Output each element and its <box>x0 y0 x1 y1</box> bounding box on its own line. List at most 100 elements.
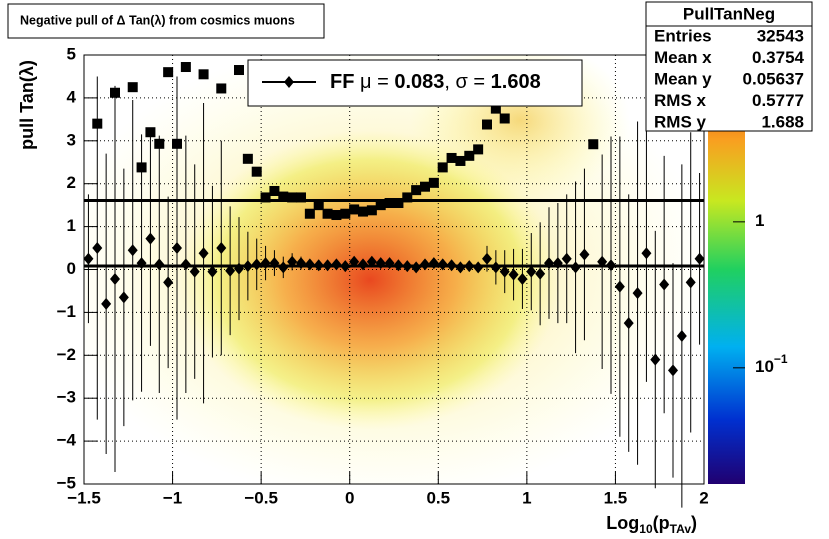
square-marker <box>402 192 413 203</box>
diamond-marker <box>526 265 537 278</box>
diamond-marker <box>101 297 112 310</box>
x-tick-label: 1.5 <box>604 488 628 507</box>
square-marker <box>366 205 377 216</box>
diamond-marker <box>242 260 253 273</box>
square-marker <box>499 113 510 124</box>
x-axis-title: Log10(pTAv) <box>606 513 697 536</box>
x-title-sub: 10 <box>639 522 653 536</box>
diamond-marker <box>499 265 510 278</box>
square-marker <box>269 185 280 196</box>
y-tick-label: −5 <box>57 473 76 492</box>
diamond-marker <box>535 267 546 280</box>
square-marker <box>198 69 209 80</box>
x-title-part: Log <box>606 513 639 533</box>
diamond-marker <box>322 259 333 272</box>
square-marker <box>375 200 386 211</box>
square-marker <box>340 208 351 219</box>
x-tick-label: 2 <box>699 488 708 507</box>
x-title-part: ) <box>691 513 697 533</box>
square-marker <box>251 166 262 177</box>
diamond-marker <box>198 247 209 260</box>
square-marker <box>180 62 191 73</box>
square-marker <box>490 103 501 114</box>
diamond-marker <box>694 252 705 265</box>
diamond-marker <box>366 255 377 268</box>
y-tick-label: 4 <box>67 87 77 106</box>
diamond-marker <box>225 264 236 277</box>
square-marker <box>464 150 475 161</box>
diamond-marker <box>180 258 191 271</box>
diamond-marker <box>287 255 298 268</box>
diamond-marker <box>304 258 315 271</box>
square-marker <box>313 200 324 211</box>
legend-label: FF <box>330 71 354 93</box>
square-marker <box>296 192 306 203</box>
y-tick-label: 2 <box>67 173 76 192</box>
legend-mu: 0.083 <box>394 71 444 93</box>
diamond-marker <box>163 276 174 289</box>
legend-sigma: 1.608 <box>491 71 541 93</box>
diamond-marker <box>216 242 227 255</box>
square-marker <box>304 208 315 219</box>
y-tick-label: −4 <box>57 431 77 450</box>
stats-key: RMS x <box>654 91 707 110</box>
diamond-marker <box>570 261 581 274</box>
diamond-marker <box>561 252 572 265</box>
diamond-marker <box>411 261 422 274</box>
square-marker <box>393 198 404 209</box>
diamond-marker <box>437 258 448 271</box>
stats-value: 1.688 <box>761 112 804 131</box>
square-marker <box>234 65 244 76</box>
legend-sigma-label: , σ = <box>444 71 485 93</box>
diamond-marker <box>92 242 103 255</box>
legend-marker <box>284 76 294 88</box>
diamond-marker <box>207 265 218 278</box>
z-tick-base: 10 <box>755 357 774 376</box>
x-title-sub: TAv <box>670 522 692 536</box>
diamond-marker <box>251 258 262 271</box>
square-marker <box>358 206 368 217</box>
y-tick-label: 1 <box>67 216 76 235</box>
diamond-marker <box>420 258 430 271</box>
diamond-marker <box>446 259 457 272</box>
diamond-marker <box>358 258 368 271</box>
diamond-marker <box>154 258 165 271</box>
square-marker <box>242 153 253 164</box>
diamond-marker <box>464 260 475 273</box>
diamond-marker <box>172 242 182 255</box>
diamond-marker <box>676 329 687 342</box>
diamond-marker <box>296 257 306 270</box>
diamond-marker <box>234 262 244 275</box>
diamond-marker <box>83 252 94 265</box>
diamond-marker <box>623 317 634 330</box>
diamond-marker <box>384 257 395 270</box>
diamond-marker <box>659 278 670 291</box>
stats-title: PullTanNeg <box>683 4 775 23</box>
diamond-marker <box>110 272 120 285</box>
diamond-marker <box>482 252 492 265</box>
square-marker <box>588 139 599 150</box>
y-tick-label: −3 <box>57 388 76 407</box>
plot-layer <box>83 54 705 508</box>
square-marker <box>384 198 395 209</box>
diamond-marker <box>118 291 129 304</box>
square-marker <box>473 144 484 155</box>
square-marker <box>428 177 439 188</box>
x-tick-label: −1 <box>163 488 182 507</box>
square-marker <box>455 155 466 166</box>
diamond-marker <box>313 259 324 272</box>
diamond-marker <box>641 247 652 260</box>
diamond-marker <box>473 261 484 274</box>
z-tick-label: 10−1 <box>755 352 788 376</box>
stats-key: Mean x <box>654 48 712 67</box>
square-marker <box>482 119 492 130</box>
title-box <box>7 3 325 39</box>
diamond-marker <box>260 257 271 270</box>
diamond-marker <box>606 259 616 272</box>
diamond-marker <box>393 259 404 272</box>
x-tick-label: 1 <box>522 488 531 507</box>
square-marker <box>411 185 422 196</box>
diamond-marker <box>508 268 519 281</box>
stats-key: Mean y <box>654 69 712 88</box>
